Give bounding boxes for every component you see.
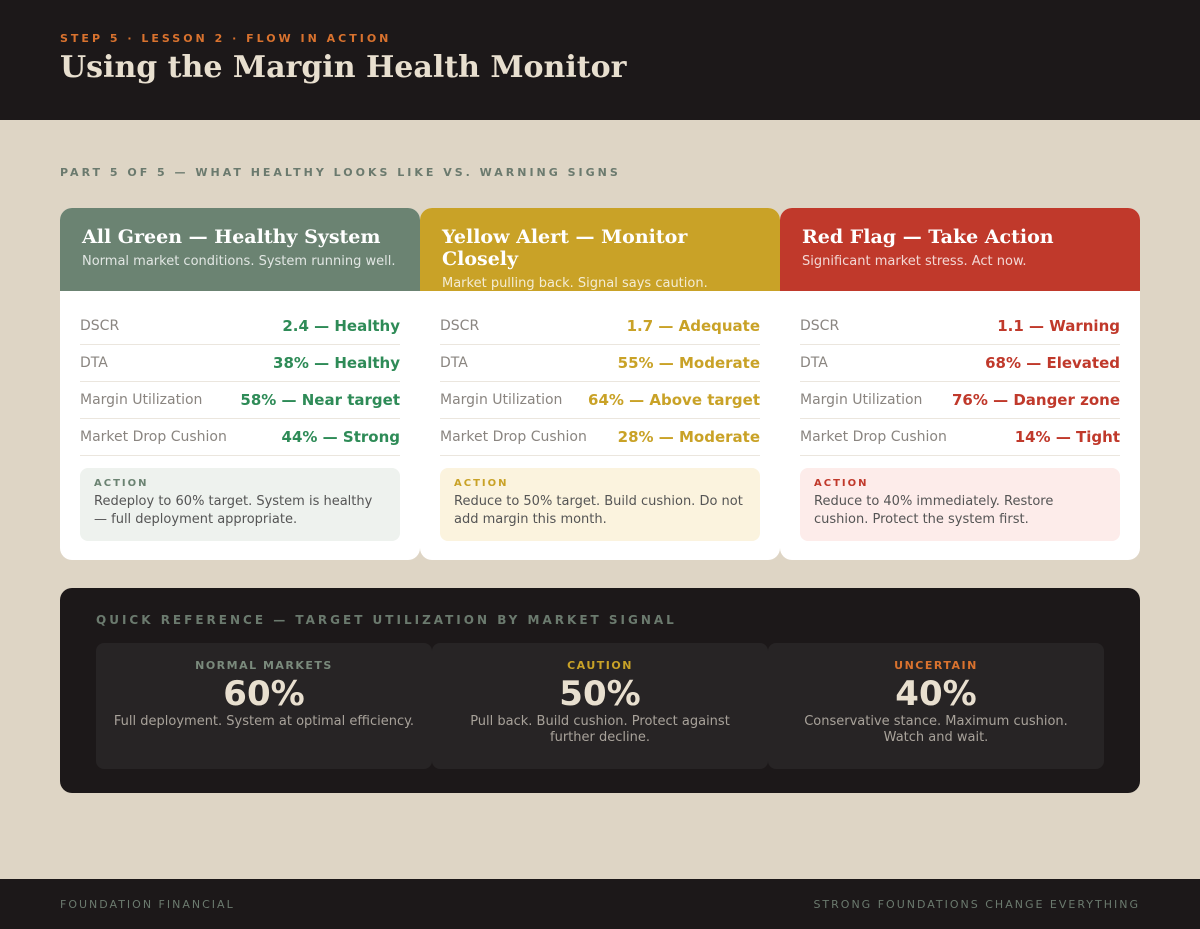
- metric-label: DTA: [440, 355, 468, 371]
- metric-label: DTA: [800, 355, 828, 371]
- footer-right: STRONG FOUNDATIONS CHANGE EVERYTHING: [813, 898, 1140, 911]
- reference-tile: UNCERTAIN 40% Conservative stance. Maximum…: [768, 643, 1104, 769]
- metric-label: DTA: [80, 355, 108, 371]
- metric-row: Market Drop Cushion 14% — Tight: [800, 419, 1120, 456]
- metric-row: Market Drop Cushion 44% — Strong: [80, 419, 400, 456]
- metric-label: Market Drop Cushion: [80, 429, 227, 445]
- metric-label: DSCR: [800, 318, 840, 334]
- card-header: Yellow Alert — Monitor Closely Market pul…: [420, 208, 780, 291]
- tile-value: 60%: [223, 674, 305, 714]
- metric-label: DSCR: [440, 318, 480, 334]
- metric-label: Margin Utilization: [80, 392, 203, 408]
- action-label: ACTION: [94, 478, 149, 489]
- metric-value: 58% — Near target: [240, 391, 400, 409]
- action-box: ACTION Reduce to 50% target. Build cushio…: [440, 468, 760, 541]
- tile-value: 40%: [895, 674, 977, 714]
- card-subtitle: Normal market conditions. System running…: [82, 254, 396, 269]
- tile-label: NORMAL MARKETS: [195, 659, 333, 672]
- card: Red Flag — Take Action Significant market…: [780, 208, 1140, 560]
- tile-text: Conservative stance. Maximum cushion. Wa…: [804, 714, 1068, 745]
- metric-list: DSCR 1.7 — Adequate DTA 55% — Moderate Margi…: [420, 291, 780, 456]
- card: Yellow Alert — Monitor Closely Market pul…: [420, 208, 780, 560]
- metric-value: 64% — Above target: [588, 391, 760, 409]
- tile-value: 50%: [559, 674, 641, 714]
- metric-row: Market Drop Cushion 28% — Moderate: [440, 419, 760, 456]
- metric-value: 2.4 — Healthy: [282, 317, 400, 335]
- metric-value: 38% — Healthy: [273, 354, 400, 372]
- metric-row: DTA 68% — Elevated: [800, 345, 1120, 382]
- reference-tile: CAUTION 50% Pull back. Build cushion. Prot…: [432, 643, 768, 769]
- section-label: PART 5 OF 5 — WHAT HEALTHY LOOKS LIKE VS…: [60, 166, 621, 179]
- tile-text: Full deployment. System at optimal effic…: [113, 714, 415, 729]
- metric-value: 44% — Strong: [281, 428, 400, 446]
- metric-row: DSCR 1.7 — Adequate: [440, 308, 760, 345]
- card: All Green — Healthy System Normal market …: [60, 208, 420, 560]
- metric-row: Margin Utilization 76% — Danger zone: [800, 382, 1120, 419]
- action-box: ACTION Redeploy to 60% target. System is …: [80, 468, 400, 541]
- tile-text: Pull back. Build cushion. Protect agains…: [470, 714, 730, 745]
- tile-label: UNCERTAIN: [894, 659, 978, 672]
- footer-left: FOUNDATION FINANCIAL: [60, 898, 235, 911]
- card-header: All Green — Healthy System Normal market …: [60, 208, 420, 291]
- card-title: Yellow Alert — Monitor Closely: [442, 226, 688, 270]
- metric-value: 14% — Tight: [1014, 428, 1120, 446]
- action-text: Redeploy to 60% target. System is health…: [94, 494, 373, 527]
- metric-value: 1.1 — Warning: [997, 317, 1120, 335]
- metric-value: 28% — Moderate: [617, 428, 760, 446]
- card-title: All Green — Healthy System: [82, 226, 381, 248]
- metric-value: 55% — Moderate: [617, 354, 760, 372]
- action-box: ACTION Reduce to 40% immediately. Restore…: [800, 468, 1120, 541]
- metric-label: Margin Utilization: [800, 392, 923, 408]
- metric-value: 76% — Danger zone: [951, 391, 1120, 409]
- metric-label: Market Drop Cushion: [440, 429, 587, 445]
- tile-label: CAUTION: [567, 659, 633, 672]
- page-title: Using the Margin Health Monitor: [60, 50, 627, 85]
- metric-row: DSCR 2.4 — Healthy: [80, 308, 400, 345]
- reference-tile: NORMAL MARKETS 60% Full deployment. System…: [96, 643, 432, 769]
- metric-row: DSCR 1.1 — Warning: [800, 308, 1120, 345]
- metric-label: DSCR: [80, 318, 120, 334]
- metric-row: DTA 38% — Healthy: [80, 345, 400, 382]
- card-subtitle: Market pulling back. Signal says caution…: [442, 276, 708, 291]
- eyebrow: STEP 5 · LESSON 2 · FLOW IN ACTION: [60, 32, 392, 45]
- card-header: Red Flag — Take Action Significant market…: [780, 208, 1140, 291]
- footer: FOUNDATION FINANCIAL STRONG FOUNDATIONS …: [0, 879, 1200, 929]
- metric-row: DTA 55% — Moderate: [440, 345, 760, 382]
- metric-value: 1.7 — Adequate: [626, 317, 760, 335]
- action-text: Reduce to 50% target. Build cushion. Do …: [454, 494, 743, 527]
- metric-row: Margin Utilization 64% — Above target: [440, 382, 760, 419]
- quick-reference-title: QUICK REFERENCE — TARGET UTILIZATION BY …: [96, 613, 677, 627]
- metric-list: DSCR 1.1 — Warning DTA 68% — Elevated Margin…: [780, 291, 1140, 456]
- action-label: ACTION: [814, 478, 869, 489]
- metric-value: 68% — Elevated: [985, 354, 1120, 372]
- action-text: Reduce to 40% immediately. Restore cushi…: [814, 494, 1054, 527]
- metric-label: Margin Utilization: [440, 392, 563, 408]
- card-subtitle: Significant market stress. Act now.: [802, 254, 1027, 269]
- quick-reference: QUICK REFERENCE — TARGET UTILIZATION BY …: [60, 588, 1140, 793]
- metric-row: Margin Utilization 58% — Near target: [80, 382, 400, 419]
- metric-label: Market Drop Cushion: [800, 429, 947, 445]
- action-label: ACTION: [454, 478, 509, 489]
- header: STEP 5 · LESSON 2 · FLOW IN ACTION Using…: [0, 0, 1200, 120]
- metric-list: DSCR 2.4 — Healthy DTA 38% — Healthy Margin …: [60, 291, 420, 456]
- card-title: Red Flag — Take Action: [802, 226, 1054, 248]
